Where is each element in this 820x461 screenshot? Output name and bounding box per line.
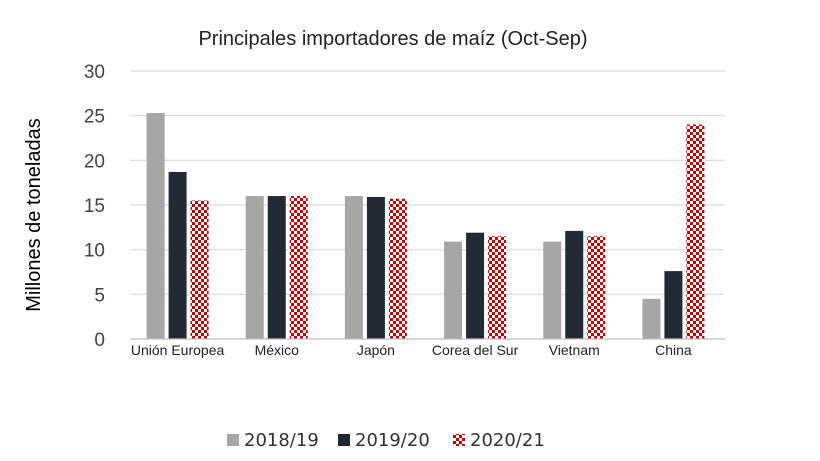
x-tick-label: Corea del Sur (432, 342, 519, 358)
y-tick-label: 5 (94, 285, 105, 306)
bar-2019-20-3 (466, 232, 485, 339)
gridlines (130, 70, 725, 295)
bar-2020-21-5 (686, 124, 705, 339)
bar-2018-19-3 (444, 241, 463, 339)
y-tick-label: 10 (84, 241, 105, 262)
bar-2019-20-5 (664, 271, 683, 339)
bar-2020-21-0 (190, 200, 209, 339)
y-tick-label: 25 (84, 107, 105, 128)
x-tick-label: Japón (357, 342, 395, 358)
y-tick-label: 30 (84, 62, 105, 83)
bar-2019-20-0 (168, 171, 187, 339)
bar-2018-19-5 (642, 298, 661, 339)
bar-2020-21-3 (488, 236, 507, 339)
x-axis-ticks: Unión Europea México Japón Corea del Sur Vie… (131, 342, 692, 358)
bar-2018-19-0 (146, 112, 165, 339)
chart-title: Principales importadores de maíz (Oct-Se… (198, 28, 587, 50)
legend-swatch-2 (453, 434, 465, 446)
bars (146, 112, 705, 339)
legend-label-1: 2019/20 (355, 430, 430, 451)
bar-2019-20-2 (366, 196, 385, 339)
x-tick-label: Vietnam (549, 342, 600, 358)
legend-label-0: 2018/19 (244, 430, 319, 451)
bar-2020-21-2 (388, 198, 407, 339)
legend-swatch-1 (338, 434, 350, 446)
legend: 2018/19 2019/20 2020/21 (227, 430, 545, 451)
bar-2018-19-4 (543, 241, 562, 339)
legend-label-2: 2020/21 (470, 430, 545, 451)
y-tick-label: 0 (94, 330, 105, 351)
x-tick-label: Unión Europea (131, 342, 225, 358)
y-axis-ticks: 0 5 10 15 20 25 30 (84, 62, 105, 351)
bar-2019-20-1 (267, 196, 286, 339)
y-tick-label: 15 (84, 196, 105, 217)
bar-2018-19-2 (344, 196, 363, 339)
y-axis-label: Millones de toneladas (23, 118, 45, 311)
x-tick-label: México (255, 342, 300, 358)
x-tick-label: China (655, 342, 692, 358)
bar-2020-21-1 (289, 196, 308, 339)
y-tick-label: 20 (84, 151, 105, 172)
legend-swatch-0 (227, 434, 239, 446)
bar-2018-19-1 (245, 196, 264, 339)
bar-2019-20-4 (565, 230, 584, 339)
bar-2020-21-4 (587, 236, 606, 339)
